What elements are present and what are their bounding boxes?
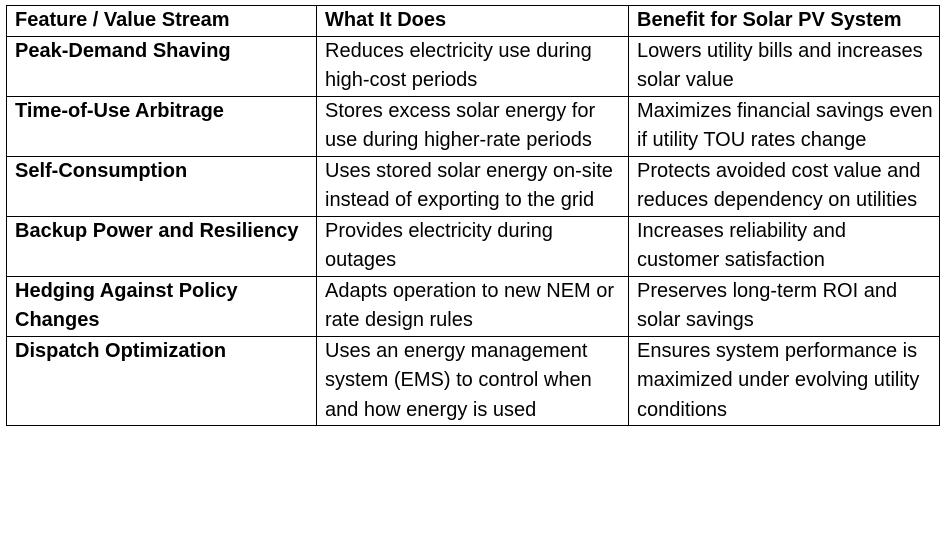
what-it-does-text: Uses an energy management system (EMS) t… bbox=[325, 339, 592, 421]
benefit-cell: Increases reliability and customer satis… bbox=[628, 215, 940, 277]
feature-text: Dispatch Optimization bbox=[15, 339, 227, 362]
feature-cell: Hedging Against Policy Changes bbox=[6, 275, 317, 337]
what-it-does-text: Stores excess solar energy for use durin… bbox=[325, 99, 596, 152]
value-stream-table: Feature / Value Stream What It Does Bene… bbox=[6, 5, 940, 426]
feature-cell: Peak-Demand Shaving bbox=[6, 35, 317, 97]
feature-text: Time-of-Use Arbitrage bbox=[15, 99, 224, 122]
what-it-does-cell: Uses stored solar energy on-site instead… bbox=[316, 155, 629, 217]
table-row: Hedging Against Policy Changes Adapts op… bbox=[6, 275, 940, 337]
benefit-cell: Preserves long-term ROI and solar saving… bbox=[628, 275, 940, 337]
what-it-does-text: Uses stored solar energy on-site instead… bbox=[325, 159, 613, 212]
benefit-cell: Maximizes financial savings even if util… bbox=[628, 95, 940, 157]
header-feature: Feature / Value Stream bbox=[6, 5, 317, 37]
what-it-does-cell: Reduces electricity use during high-cost… bbox=[316, 35, 629, 97]
benefit-text: Preserves long-term ROI and solar saving… bbox=[637, 279, 898, 332]
what-it-does-cell: Provides electricity during outages bbox=[316, 215, 629, 277]
feature-text: Backup Power and Resiliency bbox=[15, 219, 299, 242]
benefit-cell: Protects avoided cost value and reduces … bbox=[628, 155, 940, 217]
feature-cell: Time-of-Use Arbitrage bbox=[6, 95, 317, 157]
header-what-it-does: What It Does bbox=[316, 5, 629, 37]
table-row: Peak-Demand Shaving Reduces electricity … bbox=[6, 35, 940, 97]
feature-cell: Self-Consumption bbox=[6, 155, 317, 217]
benefit-text: Ensures system performance is maximized … bbox=[637, 339, 920, 421]
benefit-cell: Lowers utility bills and increases solar… bbox=[628, 35, 940, 97]
header-feature-label: Feature / Value Stream bbox=[15, 9, 230, 31]
benefit-text: Increases reliability and customer satis… bbox=[637, 219, 846, 272]
header-what-it-does-label: What It Does bbox=[325, 9, 447, 31]
table-header-row: Feature / Value Stream What It Does Bene… bbox=[6, 5, 940, 37]
feature-text: Peak-Demand Shaving bbox=[15, 39, 231, 62]
feature-text: Self-Consumption bbox=[15, 159, 188, 182]
benefit-text: Maximizes financial savings even if util… bbox=[637, 99, 933, 152]
feature-cell: Backup Power and Resiliency bbox=[6, 215, 317, 277]
feature-cell: Dispatch Optimization bbox=[6, 335, 317, 426]
benefit-cell: Ensures system performance is maximized … bbox=[628, 335, 940, 426]
feature-text: Hedging Against Policy Changes bbox=[15, 279, 238, 332]
header-benefit-label: Benefit for Solar PV System bbox=[637, 9, 902, 31]
what-it-does-cell: Uses an energy management system (EMS) t… bbox=[316, 335, 629, 426]
what-it-does-cell: Stores excess solar energy for use durin… bbox=[316, 95, 629, 157]
what-it-does-text: Reduces electricity use during high-cost… bbox=[325, 39, 592, 92]
benefit-text: Lowers utility bills and increases solar… bbox=[637, 39, 923, 92]
table-row: Dispatch Optimization Uses an energy man… bbox=[6, 335, 940, 426]
table-row: Self-Consumption Uses stored solar energ… bbox=[6, 155, 940, 217]
what-it-does-text: Adapts operation to new NEM or rate desi… bbox=[325, 279, 615, 332]
table-row: Backup Power and Resiliency Provides ele… bbox=[6, 215, 940, 277]
table-row: Time-of-Use Arbitrage Stores excess sola… bbox=[6, 95, 940, 157]
what-it-does-cell: Adapts operation to new NEM or rate desi… bbox=[316, 275, 629, 337]
what-it-does-text: Provides electricity during outages bbox=[325, 219, 553, 272]
benefit-text: Protects avoided cost value and reduces … bbox=[637, 159, 921, 212]
header-benefit: Benefit for Solar PV System bbox=[628, 5, 940, 37]
